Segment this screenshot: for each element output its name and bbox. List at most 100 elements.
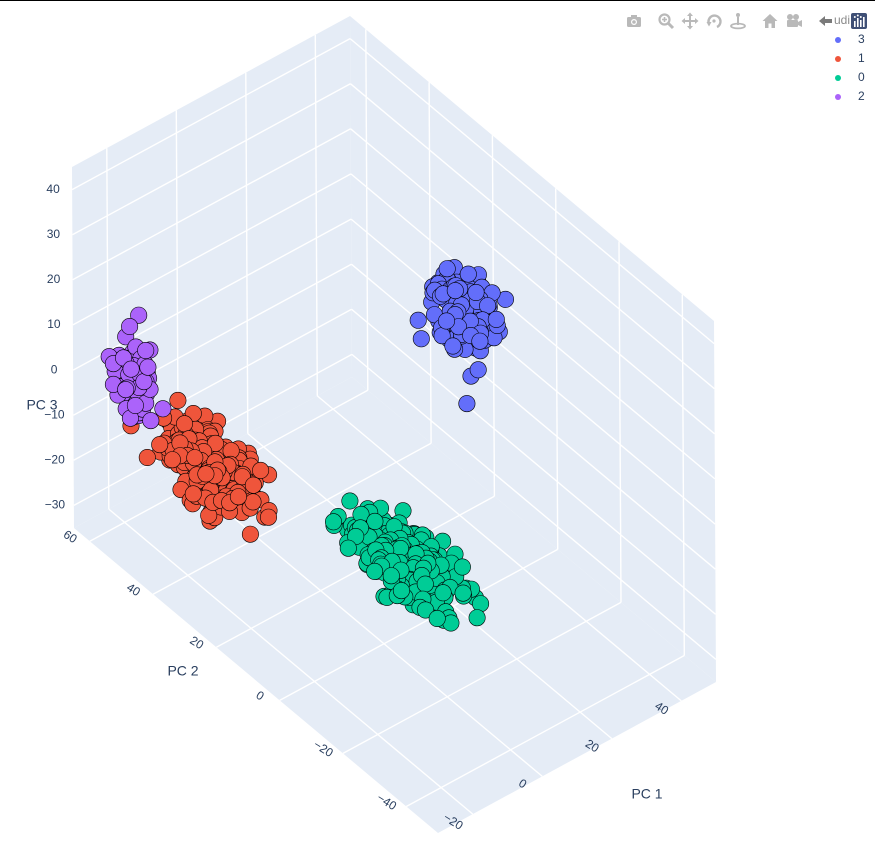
point-cluster-3[interactable] [458, 395, 476, 413]
legend-label-3: 3 [858, 32, 865, 46]
point-cluster-1[interactable] [206, 434, 224, 452]
camera-view-icon[interactable] [784, 10, 804, 32]
point-cluster-3[interactable] [409, 311, 427, 329]
pan-icon[interactable] [680, 10, 700, 32]
side-wall-pane [350, 16, 716, 682]
point-cluster-2[interactable] [130, 306, 148, 324]
point-cluster-1[interactable] [244, 493, 262, 511]
legend-item-1[interactable]: 1 [826, 50, 875, 69]
point-cluster-3[interactable] [467, 283, 485, 301]
legend-title: udi [834, 13, 851, 27]
legend-item-3[interactable]: 3 [826, 31, 875, 50]
point-cluster-2[interactable] [139, 358, 157, 376]
point-cluster-2[interactable] [135, 373, 153, 391]
point-cluster-2[interactable] [154, 400, 172, 418]
point-cluster-1[interactable] [244, 476, 262, 494]
gridline-z-back [72, 83, 351, 236]
point-cluster-0[interactable] [472, 595, 490, 613]
gridline-z-side [351, 308, 717, 615]
point-cluster-0[interactable] [428, 609, 446, 627]
point-cluster-1[interactable] [241, 525, 259, 543]
point-cluster-3[interactable] [438, 260, 456, 278]
plotly-brand-icon[interactable] [849, 10, 869, 32]
point-cluster-1[interactable] [184, 485, 202, 503]
legend-marker-1 [835, 56, 841, 62]
gridline-y-floor [342, 601, 622, 755]
point-cluster-2[interactable] [137, 341, 155, 359]
z-tick-label: −20 [44, 452, 65, 466]
point-cluster-1[interactable] [151, 436, 169, 454]
legend-marker-0 [835, 75, 841, 81]
z-tick-label: 30 [47, 227, 61, 241]
point-cluster-3[interactable] [446, 282, 464, 300]
point-cluster-1[interactable] [138, 448, 156, 466]
point-cluster-0[interactable] [392, 582, 410, 600]
point-cluster-2[interactable] [122, 360, 140, 378]
point-cluster-0[interactable] [434, 584, 452, 602]
point-cluster-0[interactable] [366, 512, 384, 530]
point-cluster-1[interactable] [186, 449, 204, 467]
camera-icon[interactable] [624, 10, 644, 32]
point-cluster-0[interactable] [416, 601, 434, 619]
point-cluster-2[interactable] [121, 317, 139, 335]
zoom-icon[interactable] [656, 10, 676, 32]
gridline-z-side [350, 218, 716, 525]
point-cluster-3[interactable] [487, 310, 505, 328]
gridline-x-floor [177, 470, 543, 777]
point-cluster-0[interactable] [454, 584, 472, 602]
z-tick-label: 20 [47, 272, 61, 286]
point-cluster-1[interactable] [169, 391, 187, 409]
point-cluster-0[interactable] [324, 513, 342, 531]
point-cluster-0[interactable] [468, 609, 486, 627]
gridline-z-side [351, 353, 717, 660]
z-axis-title: PC 3 [26, 397, 57, 413]
gridline-y-floor [152, 442, 432, 595]
point-cluster-0[interactable] [366, 562, 384, 580]
legend-label-2: 2 [858, 89, 865, 103]
point-cluster-0[interactable] [416, 575, 434, 593]
gridline-y-wall [365, 29, 369, 391]
point-cluster-0[interactable] [339, 539, 357, 557]
point-cluster-3[interactable] [471, 332, 489, 350]
gridline-z-back [72, 128, 351, 281]
z-tick-label: 0 [51, 362, 58, 376]
z-tick-label: −30 [45, 498, 66, 512]
point-cluster-2[interactable] [126, 396, 144, 414]
point-cluster-0[interactable] [341, 492, 359, 510]
point-cluster-1[interactable] [229, 488, 247, 506]
point-cluster-3[interactable] [469, 361, 487, 379]
gridline-y-wall [681, 294, 685, 656]
gridline-z-back [71, 37, 351, 191]
gridline-y-wall [428, 82, 432, 444]
point-cluster-3[interactable] [412, 330, 430, 348]
gridline-y-floor [216, 495, 495, 648]
point-cluster-1[interactable] [163, 451, 181, 469]
legend-item-0[interactable]: 0 [826, 69, 875, 88]
point-cluster-1[interactable] [252, 461, 270, 479]
legend-marker-3 [835, 37, 841, 43]
point-cluster-3[interactable] [459, 265, 477, 283]
point-cluster-2[interactable] [142, 412, 160, 430]
point-cluster-0[interactable] [453, 558, 471, 576]
gridline-z-back [72, 173, 352, 326]
gridline-x-wall [106, 148, 110, 510]
point-cluster-1[interactable] [197, 465, 215, 483]
gridline-y-floor [279, 548, 559, 702]
gridline-z-side [350, 173, 716, 480]
data-points [100, 259, 514, 632]
orbit-rotation-icon[interactable] [704, 10, 724, 32]
point-cluster-3[interactable] [437, 312, 455, 330]
gridline-z-back [73, 308, 352, 461]
point-cluster-0[interactable] [382, 567, 400, 585]
gridline-x-floor [108, 508, 474, 815]
z-tick-label: −10 [44, 407, 65, 421]
point-cluster-2[interactable] [117, 381, 135, 399]
point-cluster-1[interactable] [259, 508, 277, 526]
plotly-logo-icon[interactable] [818, 10, 838, 32]
legend-item-2[interactable]: 2 [826, 88, 875, 107]
home-icon[interactable] [760, 10, 780, 32]
point-cluster-3[interactable] [444, 337, 462, 355]
point-cluster-1[interactable] [176, 415, 194, 433]
turntable-rotation-icon[interactable] [728, 10, 748, 32]
